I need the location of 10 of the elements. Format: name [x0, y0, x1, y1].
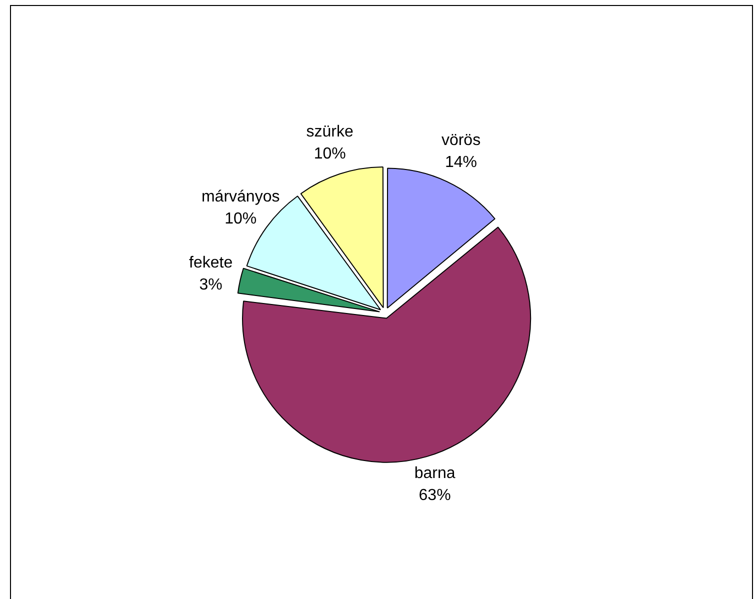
data-label: 3%: [199, 276, 222, 294]
slice-label: vörös: [441, 132, 481, 149]
slice-label: barna: [414, 464, 456, 482]
data-label: 10%: [314, 146, 346, 163]
slice-label: szürke: [306, 124, 354, 141]
data-label: 14%: [444, 154, 478, 171]
slice-label: fekete: [189, 254, 233, 272]
data-label: 63%: [418, 486, 451, 504]
slice-label: márványos: [201, 188, 280, 206]
data-label: 10%: [224, 210, 257, 228]
